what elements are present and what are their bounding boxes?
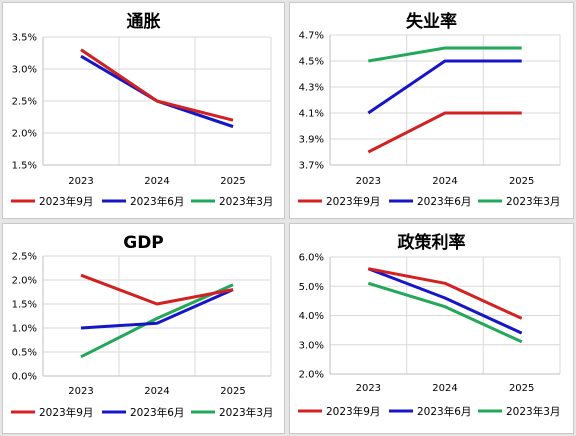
y-tick-label: 3.7% xyxy=(299,161,324,172)
legend-label: 2023年9月 xyxy=(39,406,93,419)
y-tick-label: 0.0% xyxy=(12,372,37,383)
x-tick-label: 2024 xyxy=(144,386,169,397)
legend-label: 2023年3月 xyxy=(219,406,273,419)
y-tick-label: 3.0% xyxy=(12,65,37,76)
legend-label: 2023年6月 xyxy=(130,406,184,419)
chart-title: 失业率 xyxy=(406,11,457,32)
x-tick-label: 2023 xyxy=(356,176,381,187)
x-tick-label: 2023 xyxy=(68,176,93,187)
unemployment-chart-panel: 失业率 3.7% 3.9% 4.1% 4.3% 4.5% 4.7% 2023 2024 2025 2… xyxy=(289,2,574,219)
series-line xyxy=(368,46,522,63)
gdp-chart-panel: GDP 0.0% 0.5% 1.0% 1.5% 2.0% 2.5% 2023 2024 2025 2… xyxy=(2,223,285,434)
y-tick-label: 0.5% xyxy=(12,348,37,359)
chart-title: GDP xyxy=(123,233,164,253)
series-line xyxy=(367,281,523,344)
chart-title: 政策利率 xyxy=(398,232,466,253)
inflation-chart: 通胀 1.5% 2.0% 2.5% 3.0% 3.5% 2023 2024 2025 2023年9… xyxy=(11,12,273,208)
series-line xyxy=(367,111,522,154)
x-tick-label: 2024 xyxy=(432,383,457,394)
series-line xyxy=(80,288,234,330)
policy-rate-chart-panel: 政策利率 2.0% 3.0% 4.0% 5.0% 6.0% 2023 2024 2025 2023… xyxy=(289,223,574,434)
y-tick-label: 1.5% xyxy=(12,161,37,172)
series-line xyxy=(367,59,522,115)
y-tick-label: 2.5% xyxy=(12,97,37,108)
legend-label: 2023年3月 xyxy=(219,195,273,208)
x-tick-label: 2023 xyxy=(356,383,381,394)
y-tick-label: 2.0% xyxy=(299,370,324,381)
y-tick-label: 4.3% xyxy=(299,83,324,94)
x-tick-label: 2025 xyxy=(509,176,534,187)
x-tick-label: 2024 xyxy=(432,176,457,187)
legend-label: 2023年6月 xyxy=(417,405,471,418)
series-line xyxy=(368,267,523,320)
legend-label: 2023年6月 xyxy=(130,195,184,208)
x-tick-label: 2025 xyxy=(509,383,534,394)
series-line xyxy=(80,283,234,359)
y-tick-label: 5.0% xyxy=(299,282,324,293)
y-tick-label: 2.0% xyxy=(12,129,37,140)
series-line xyxy=(367,267,523,335)
series-line xyxy=(80,273,234,306)
y-tick-label: 6.0% xyxy=(299,253,324,264)
y-tick-label: 4.5% xyxy=(299,57,324,68)
x-tick-label: 2025 xyxy=(220,176,245,187)
y-tick-label: 1.0% xyxy=(12,324,37,335)
series-line xyxy=(80,48,234,122)
y-tick-label: 4.7% xyxy=(299,31,324,42)
inflation-chart-panel: 通胀 1.5% 2.0% 2.5% 3.0% 3.5% 2023 2024 2025 2023年9… xyxy=(2,2,285,219)
y-tick-label: 4.1% xyxy=(299,109,324,120)
unemployment-chart: 失业率 3.7% 3.9% 4.1% 4.3% 4.5% 4.7% 2023 2024 2025 2… xyxy=(298,11,561,208)
y-tick-label: 3.0% xyxy=(299,340,324,351)
x-tick-label: 2023 xyxy=(68,386,93,397)
y-tick-label: 4.0% xyxy=(299,311,324,322)
y-tick-label: 2.0% xyxy=(12,276,37,287)
legend-label: 2023年6月 xyxy=(417,195,471,208)
y-tick-label: 2.5% xyxy=(12,252,37,263)
legend-label: 2023年9月 xyxy=(39,195,93,208)
legend-label: 2023年9月 xyxy=(326,195,380,208)
gdp-chart: GDP 0.0% 0.5% 1.0% 1.5% 2.0% 2.5% 2023 2024 2025 2… xyxy=(11,233,273,419)
y-tick-label: 1.5% xyxy=(12,300,37,311)
x-tick-label: 2024 xyxy=(144,176,169,187)
policy-rate-chart: 政策利率 2.0% 3.0% 4.0% 5.0% 6.0% 2023 2024 2025 2023… xyxy=(298,232,561,418)
chart-title: 通胀 xyxy=(127,12,161,32)
legend-label: 2023年3月 xyxy=(506,195,560,208)
x-tick-label: 2025 xyxy=(220,386,245,397)
y-tick-label: 3.9% xyxy=(299,135,324,146)
legend-label: 2023年3月 xyxy=(506,405,560,418)
legend-label: 2023年9月 xyxy=(326,405,380,418)
y-tick-label: 3.5% xyxy=(12,33,37,44)
